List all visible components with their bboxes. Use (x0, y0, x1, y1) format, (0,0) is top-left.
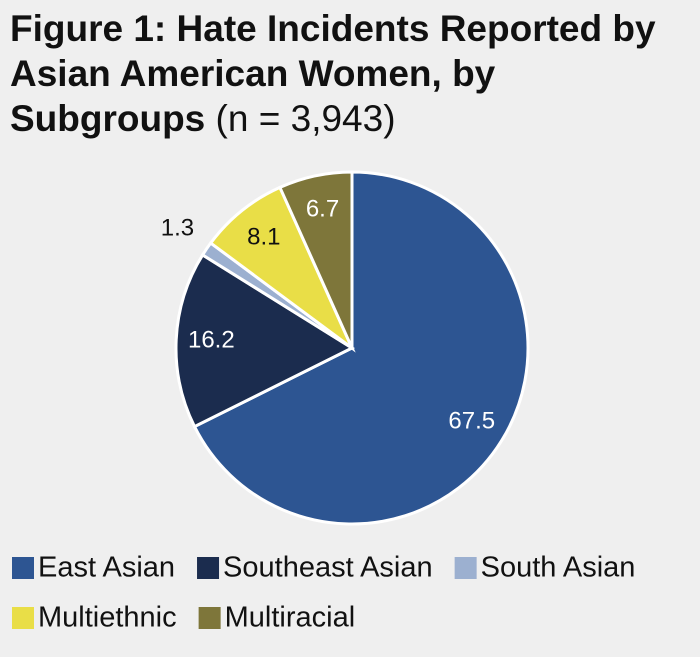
legend-label: Multiracial (225, 602, 356, 634)
legend-swatch (197, 557, 220, 579)
legend-swatch (12, 557, 34, 579)
chart-title: Figure 1: Hate Incidents Reported by Asi… (10, 8, 656, 139)
pie-slice (208, 185, 356, 353)
data-label: 8.1 (247, 224, 280, 251)
pie-slice (174, 252, 356, 429)
legend-label: South Asian (481, 552, 636, 584)
legend-label: East Asian (38, 552, 175, 584)
legend-swatch (12, 607, 34, 629)
data-label: 1.3 (161, 214, 194, 241)
data-label: 6.7 (306, 196, 339, 223)
header: Figure 1: Hate Incidents Reported by Asi… (10, 6, 690, 141)
pie-slice (192, 170, 530, 526)
legend-swatch (198, 607, 221, 629)
legend-label: Southeast Asian (223, 552, 433, 584)
legend-swatch (454, 557, 477, 579)
chart-subtitle: (n = 3,943) (215, 98, 396, 139)
legend-label: Multiethnic (38, 602, 177, 634)
data-label: 16.2 (188, 327, 235, 354)
data-label: 67.5 (448, 407, 495, 434)
pie-slice (277, 170, 354, 349)
